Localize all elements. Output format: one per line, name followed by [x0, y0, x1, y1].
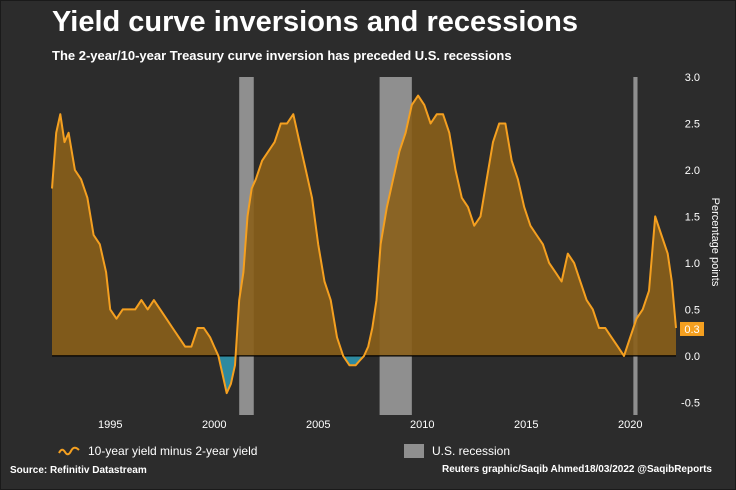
y-tick-label-2: 0.5	[685, 304, 700, 316]
y-tick-label-3: 1.0	[685, 258, 700, 270]
y-axis-ticks: -0.5 0.0 0.5 1.0 1.5 2.0 2.5 3.0	[681, 72, 700, 409]
x-tick-label-2005: 2005	[306, 419, 330, 431]
y-tick-label-1: 0.0	[685, 351, 700, 363]
y-tick-label-7: 3.0	[685, 72, 700, 84]
x-tick-label-2000: 2000	[202, 419, 226, 431]
recession-band-3	[633, 77, 638, 415]
last-value-label: 0.3	[684, 324, 699, 336]
x-tick-label-1995: 1995	[98, 419, 122, 431]
last-value-badge: 0.3	[680, 321, 704, 336]
y-axis-label-group: Percentage points	[709, 198, 721, 287]
y-tick-label-5: 2.0	[685, 165, 700, 177]
x-tick-label-2020: 2020	[618, 419, 642, 431]
legend-line-label: 10-year yield minus 2-year yield	[88, 444, 258, 458]
chart-subtitle: The 2-year/10-year Treasury curve invers…	[52, 48, 512, 63]
series-line	[51, 94, 677, 395]
source-note: Source: Refinitiv Datastream	[10, 465, 147, 476]
legend-recession-swatch	[404, 444, 424, 458]
y-tick-label-4: 1.5	[685, 211, 700, 223]
legend-recession-label: U.S. recession	[432, 444, 511, 458]
x-tick-label-2010: 2010	[410, 419, 434, 431]
spread-line	[51, 94, 677, 395]
chart-title: Yield curve inversions and recessions	[52, 6, 578, 38]
y-tick-label-0: -0.5	[681, 397, 700, 409]
credit-note: Reuters graphic/Saqib Ahmed18/03/2022 @S…	[441, 464, 712, 475]
x-axis-ticks: 1995 2000 2005 2010 2015 2020	[98, 419, 642, 431]
area-positive	[52, 95, 676, 356]
x-tick-label-2015: 2015	[514, 419, 538, 431]
y-tick-label-6: 2.5	[685, 118, 700, 130]
last-value-box	[680, 321, 704, 336]
y-axis-label: Percentage points	[709, 198, 721, 287]
legend-line-swatch	[58, 446, 80, 456]
spread-area	[52, 95, 676, 394]
